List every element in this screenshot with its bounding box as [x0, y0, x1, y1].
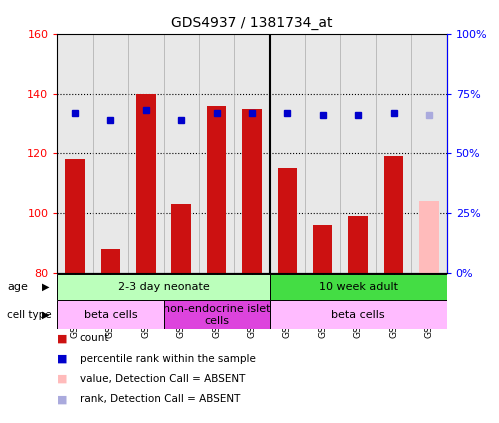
Bar [348, 216, 368, 273]
Bar [199, 34, 235, 273]
Bar [128, 34, 164, 273]
Text: ■: ■ [57, 374, 68, 384]
Bar [101, 249, 120, 273]
Bar [93, 34, 128, 273]
Bar [313, 225, 332, 273]
Bar [305, 34, 340, 273]
Bar [376, 34, 411, 273]
Text: 2-3 day neonate: 2-3 day neonate [118, 282, 210, 292]
Text: value, Detection Call = ABSENT: value, Detection Call = ABSENT [80, 374, 245, 384]
Text: ■: ■ [57, 394, 68, 404]
Text: ■: ■ [57, 333, 68, 343]
Text: count: count [80, 333, 109, 343]
Bar [65, 159, 85, 273]
Bar [277, 168, 297, 273]
Text: age: age [7, 282, 28, 292]
Bar [136, 93, 156, 273]
Text: percentile rank within the sample: percentile rank within the sample [80, 354, 255, 364]
Text: rank, Detection Call = ABSENT: rank, Detection Call = ABSENT [80, 394, 240, 404]
Bar [172, 204, 191, 273]
Bar [269, 274, 447, 300]
Text: cell type: cell type [7, 310, 52, 320]
Bar [384, 157, 403, 273]
Bar [57, 300, 164, 329]
Bar [57, 34, 93, 273]
Bar [235, 34, 269, 273]
Text: non-endocrine islet
cells: non-endocrine islet cells [163, 304, 270, 326]
Bar [269, 34, 305, 273]
Text: 10 week adult: 10 week adult [319, 282, 398, 292]
Text: ▶: ▶ [42, 282, 50, 292]
Bar [419, 201, 439, 273]
Text: ▶: ▶ [42, 310, 50, 320]
Text: beta cells: beta cells [84, 310, 137, 320]
Bar [340, 34, 376, 273]
Bar [269, 300, 447, 329]
Bar [164, 34, 199, 273]
Text: beta cells: beta cells [331, 310, 385, 320]
Bar [411, 34, 447, 273]
Bar [164, 300, 269, 329]
Title: GDS4937 / 1381734_at: GDS4937 / 1381734_at [171, 16, 333, 30]
Bar [207, 105, 227, 273]
Text: ■: ■ [57, 354, 68, 364]
Bar [243, 109, 261, 273]
Bar [57, 274, 269, 300]
